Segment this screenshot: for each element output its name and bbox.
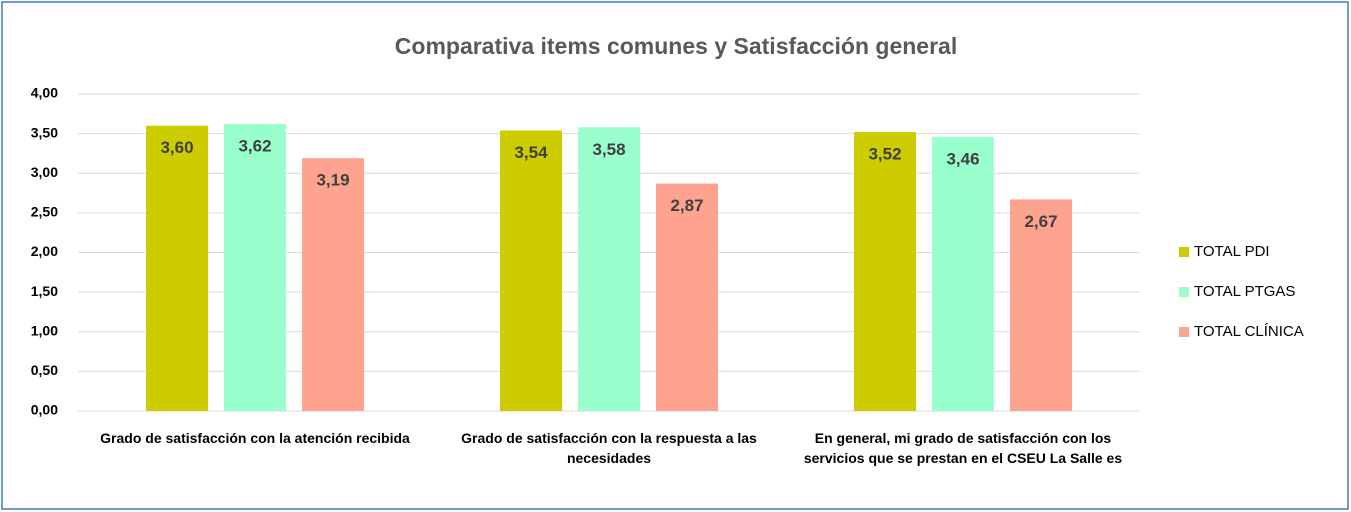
bar	[224, 124, 286, 412]
y-tick-label: 3,00	[31, 164, 58, 180]
y-tick-label: 1,50	[31, 283, 58, 299]
legend-label: TOTAL PDI	[1194, 243, 1270, 260]
x-tick-label: Grado de satisfacción con la respuesta a…	[461, 430, 757, 466]
legend-label: TOTAL PTGAS	[1194, 283, 1295, 300]
y-tick-label: 0,50	[31, 362, 58, 378]
value-label: 3,58	[592, 140, 625, 159]
bar	[146, 125, 208, 411]
bar	[500, 130, 562, 411]
value-label: 2,87	[670, 196, 703, 215]
bar	[1010, 199, 1072, 411]
y-tick-label: 2,00	[31, 243, 58, 259]
value-label: 3,52	[868, 145, 901, 164]
y-tick-label: 3,50	[31, 124, 58, 140]
y-tick-label: 4,00	[31, 85, 58, 101]
bar	[302, 158, 364, 411]
bar	[656, 183, 718, 411]
value-label: 3,60	[160, 138, 193, 157]
legend-swatch	[1179, 327, 1189, 337]
legend-swatch	[1179, 287, 1189, 297]
value-label: 3,19	[316, 171, 349, 190]
value-label: 3,46	[946, 149, 979, 168]
value-label: 3,54	[514, 143, 548, 162]
legend-swatch	[1179, 247, 1189, 257]
value-label: 3,62	[238, 137, 271, 156]
legend-label: TOTAL CLÍNICA	[1194, 323, 1304, 340]
chart-title: Comparativa items comunes y Satisfacción…	[395, 33, 957, 59]
y-tick-label: 2,50	[31, 204, 58, 220]
bar	[932, 136, 994, 412]
value-label: 2,67	[1024, 212, 1057, 231]
bar	[854, 132, 916, 412]
y-tick-label: 0,00	[31, 402, 58, 418]
x-tick-label: En general, mi grado de satisfacción con…	[803, 430, 1123, 466]
bar	[578, 127, 640, 411]
y-tick-label: 1,00	[31, 322, 58, 338]
x-tick-label: Grado de satisfacción con la atención re…	[100, 430, 410, 446]
